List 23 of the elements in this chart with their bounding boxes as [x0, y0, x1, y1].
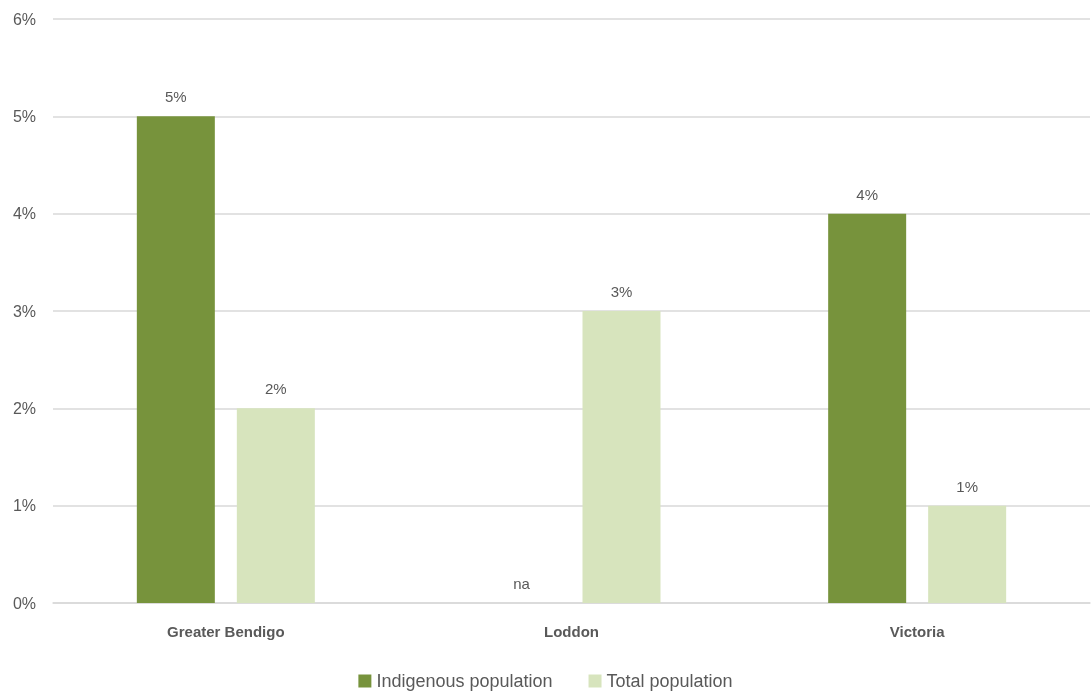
y-tick-label: 0% [12, 594, 36, 612]
y-tick-label: 6% [12, 10, 36, 28]
legend-label: Indigenous population [376, 671, 553, 691]
x-tick-label: Greater Bendigo [167, 623, 285, 640]
y-tick-label: 4% [12, 205, 36, 223]
data-label: 4% [856, 185, 879, 203]
legend-label: Total population [606, 671, 733, 691]
y-tick-label: 1% [12, 497, 36, 515]
y-tick-label: 2% [12, 399, 36, 417]
data-label: 3% [610, 283, 633, 300]
bar [828, 213, 907, 603]
data-label: 2% [264, 380, 287, 398]
data-label: 1% [956, 477, 979, 495]
bar [236, 408, 315, 603]
bar [136, 116, 215, 603]
y-tick-label: 3% [12, 302, 36, 320]
y-tick-label: 5% [12, 107, 36, 125]
text: na [513, 575, 530, 592]
data-label: 5% [164, 88, 187, 106]
bar [582, 311, 661, 603]
x-tick-label: Loddon [544, 623, 599, 640]
bar [928, 505, 1007, 603]
x-tick-label: Victoria [889, 623, 946, 640]
